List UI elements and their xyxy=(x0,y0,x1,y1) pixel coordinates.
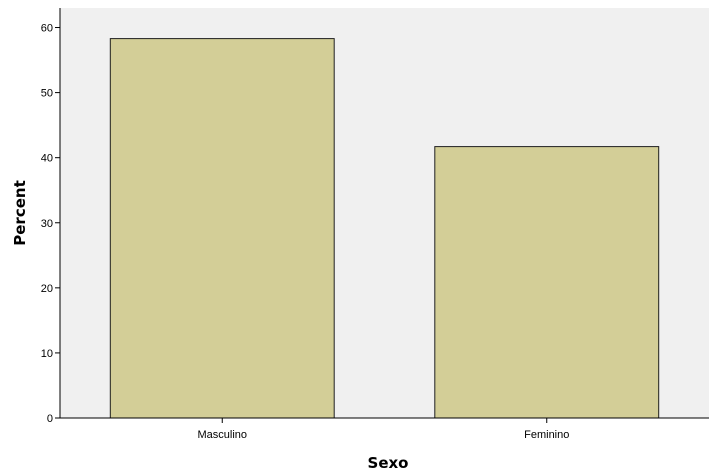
y-tick-label: 60 xyxy=(41,23,53,35)
y-tick-label: 50 xyxy=(41,88,53,100)
x-tick-label: Feminino xyxy=(524,429,569,441)
y-tick-label: 40 xyxy=(41,153,53,165)
x-axis-title: Sexo xyxy=(368,454,409,472)
y-tick-label: 20 xyxy=(41,283,53,295)
bars-group xyxy=(109,38,660,419)
y-tick-label: 10 xyxy=(41,348,53,360)
y-axis-title: Percent xyxy=(11,180,29,245)
x-ticks-group: Masculino Feminino xyxy=(197,418,569,441)
bar-feminino xyxy=(434,146,660,419)
y-tick-label: 30 xyxy=(41,218,53,230)
y-ticks-group: 0 10 20 30 40 50 60 xyxy=(41,23,60,425)
y-tick-label: 0 xyxy=(47,413,53,425)
x-tick-label: Masculino xyxy=(197,429,247,441)
bar-masculino xyxy=(109,38,335,419)
